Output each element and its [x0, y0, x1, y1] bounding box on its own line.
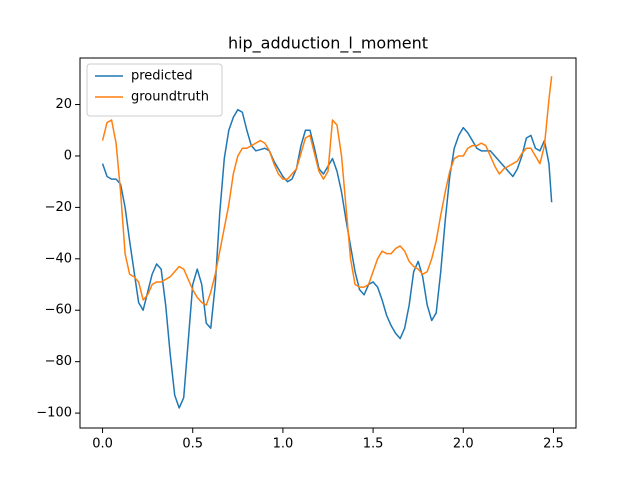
legend-label: predicted — [131, 69, 193, 84]
y-tick-label: 20 — [55, 97, 72, 112]
axes-frame — [79, 57, 577, 429]
y-tick-label: −60 — [45, 303, 72, 318]
y-tick-label: −100 — [36, 406, 72, 421]
x-tick-label: 1.0 — [273, 437, 294, 452]
x-tick-label: 0.0 — [92, 437, 113, 452]
legend-label: groundtruth — [131, 90, 209, 105]
x-tick-label: 0.5 — [182, 437, 203, 452]
x-tick-label: 1.5 — [363, 437, 384, 452]
plot-area — [101, 76, 553, 409]
y-tick-label: −40 — [45, 251, 72, 266]
legend: predicted groundtruth — [86, 63, 223, 117]
y-tick-label: −20 — [45, 200, 72, 215]
series-line — [101, 76, 553, 306]
chart-title: hip_adduction_l_moment — [228, 34, 428, 54]
y-tick-label: 0 — [64, 148, 72, 163]
x-tick-label: 2.0 — [453, 437, 474, 452]
y-tick-label: −80 — [45, 354, 72, 369]
x-tick-label: 2.5 — [543, 437, 564, 452]
legend-box — [86, 63, 223, 117]
